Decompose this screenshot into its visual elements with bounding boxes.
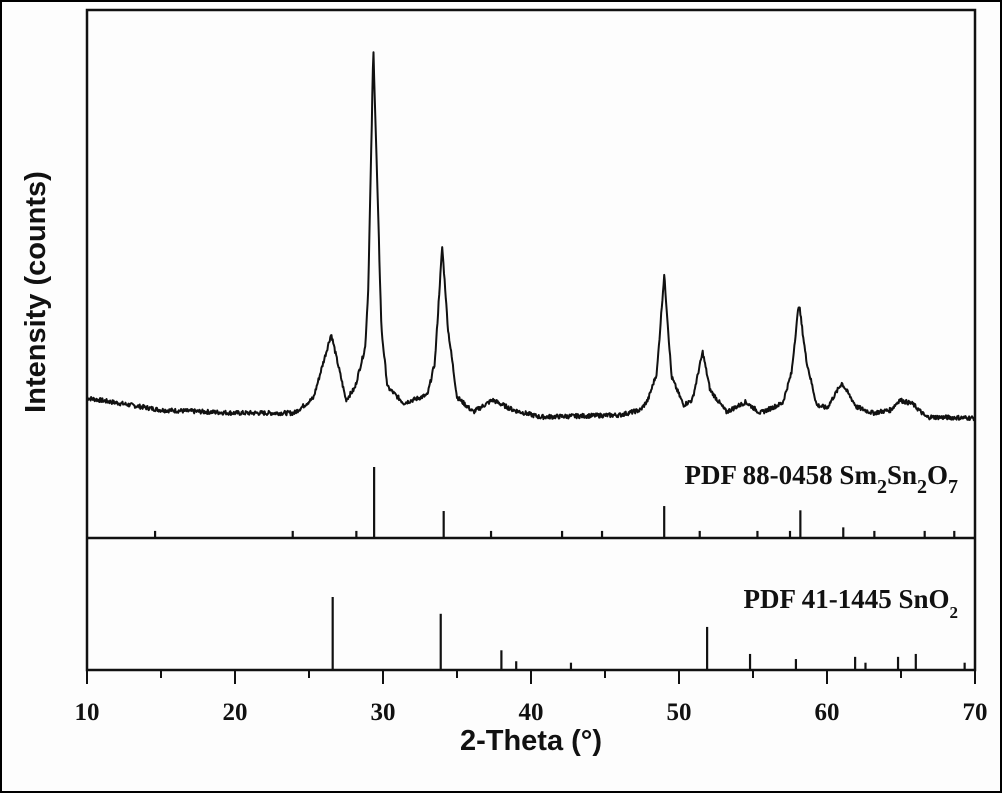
y-axis-title: Intensity (counts): [20, 171, 52, 413]
xrd-curve: [86, 51, 976, 422]
reference-label-sno2: PDF 41-1445 SnO2: [743, 584, 958, 622]
reference-label-sm2sn2o7: PDF 88-0458 Sm2Sn2O7: [684, 460, 958, 498]
x-axis-ticks: 10 20 30 40 50 60 70: [75, 670, 988, 726]
x-tick-label: 20: [223, 699, 248, 726]
plot-border: [85, 8, 977, 672]
x-axis-title: 2-Theta (°): [460, 725, 602, 757]
x-tick-label: 50: [667, 699, 692, 726]
x-tick-label: 40: [519, 699, 544, 726]
reference-sm2sn2o7-sticks: [153, 467, 956, 538]
xrd-pattern-series: [86, 51, 976, 422]
x-tick-label: 30: [371, 699, 396, 726]
x-tick-label: 60: [815, 699, 840, 726]
plot-frame: [85, 8, 977, 672]
reference-sno2-sticks: [331, 597, 966, 670]
x-tick-label: 70: [963, 699, 988, 726]
x-tick-label: 10: [75, 699, 100, 726]
